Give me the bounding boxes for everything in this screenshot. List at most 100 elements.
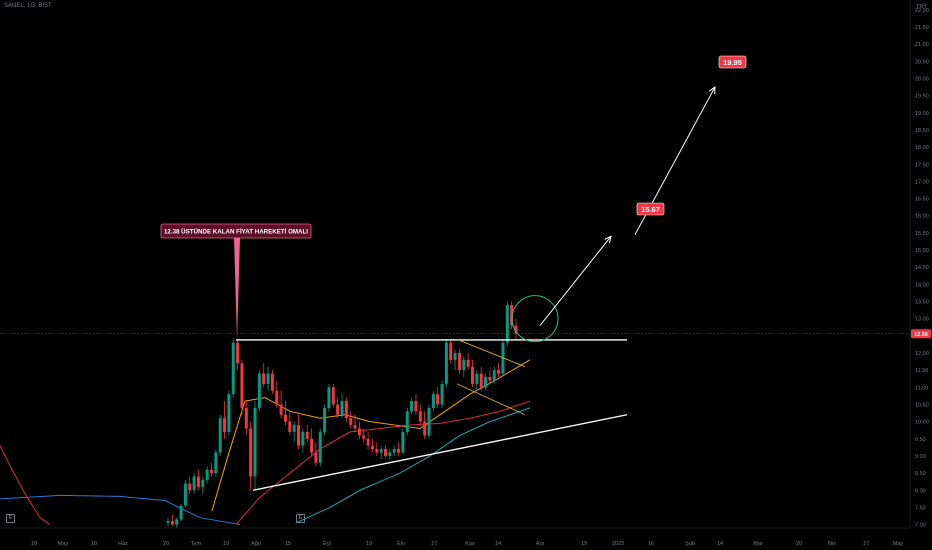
candle	[414, 394, 418, 415]
price-tick-label: 21.50	[915, 25, 929, 31]
events-marker-icon[interactable]: E	[6, 514, 15, 523]
candle-body	[418, 411, 422, 422]
price-tick-label: 19.50	[915, 94, 929, 100]
candle	[301, 428, 305, 453]
candle-body	[440, 383, 444, 405]
callout-text: 12.38 ÜSTÜNDE KALAN FİYAT HAREKETİ OMALI	[164, 229, 308, 236]
time-tick-label: May	[58, 541, 69, 547]
candle	[497, 363, 501, 378]
candle-body	[436, 394, 440, 405]
candle	[305, 425, 309, 443]
candle-body	[410, 401, 414, 412]
candle	[175, 517, 179, 528]
candle	[323, 404, 327, 436]
time-tick-label: 19	[581, 541, 587, 547]
price-axis: TRY 7.00 7.50 8.00 8.50 9.00 9.50 10.00 10.50 11.…	[909, 0, 929, 529]
candle	[392, 445, 396, 456]
time-tick-label: 18	[91, 541, 97, 547]
candle	[366, 431, 370, 450]
candle-body	[310, 438, 314, 453]
candle-body	[466, 359, 470, 367]
candle-body	[479, 373, 483, 388]
candle	[440, 380, 444, 408]
candle-body	[201, 479, 205, 487]
time-tick-label: 20	[796, 541, 802, 547]
time-tick-label: 17	[431, 541, 437, 547]
time-tick-label: Tem	[191, 541, 202, 547]
support-trendline	[252, 414, 628, 491]
candle	[236, 339, 240, 371]
candle-body	[297, 425, 300, 446]
candle	[318, 428, 322, 467]
candle	[475, 370, 479, 391]
candle	[479, 366, 483, 391]
candle-body	[431, 394, 435, 408]
candle-body	[196, 476, 200, 487]
target-label-box	[636, 202, 665, 216]
candle	[331, 383, 335, 408]
target-label-box	[718, 55, 747, 69]
candle	[510, 301, 514, 329]
candle-body	[384, 449, 387, 456]
candle	[505, 301, 509, 347]
candle	[449, 339, 453, 364]
price-tick-label: 21.00	[915, 42, 929, 48]
arrow-head	[709, 86, 716, 95]
candle-body	[327, 387, 331, 408]
candle-body	[475, 373, 479, 384]
chart-drawings	[0, 86, 910, 491]
candle-body	[218, 418, 222, 453]
time-tick-label: 15	[285, 541, 291, 547]
candle-body	[210, 469, 213, 474]
time-tick-label: 14	[495, 541, 501, 547]
candle-body	[240, 363, 244, 408]
time-tick-label: 17	[863, 541, 869, 547]
candle	[410, 397, 414, 415]
ma-teal-line	[295, 407, 531, 524]
candle-body	[344, 401, 348, 419]
price-tick-label: 8.50	[915, 471, 926, 477]
candle-body	[192, 476, 196, 491]
candle	[370, 438, 374, 453]
time-tick-label: 16	[648, 541, 654, 547]
candle-body	[505, 304, 509, 343]
candle	[492, 366, 496, 384]
price-tick-label: 7.00	[915, 523, 926, 529]
candle-body	[236, 342, 240, 364]
time-tick-label: 14	[717, 541, 723, 547]
price-tick-label: 15.00	[915, 248, 929, 254]
candle-body	[323, 407, 327, 432]
candle	[257, 370, 261, 412]
candle	[453, 349, 457, 371]
candle	[344, 397, 348, 422]
candlestick-series	[166, 301, 518, 528]
candle-body	[375, 449, 379, 453]
candle	[201, 476, 205, 494]
candle-body	[353, 425, 357, 429]
time-tick-label: Kas	[465, 541, 475, 547]
candle	[279, 390, 283, 419]
candle	[196, 469, 200, 491]
candle	[444, 339, 448, 388]
candle-body	[366, 438, 370, 446]
candle	[314, 442, 318, 467]
price-tick-label: 18.50	[915, 128, 929, 134]
candle	[223, 401, 227, 439]
candle	[188, 476, 192, 494]
target-label: 15.67	[641, 205, 660, 214]
candle	[249, 421, 253, 491]
candle-body	[301, 431, 305, 446]
candle-body	[357, 428, 361, 436]
candle	[397, 442, 401, 456]
price-tick-label: 14.00	[915, 282, 929, 288]
price-tick-label: 13.50	[915, 300, 929, 306]
candle	[362, 428, 366, 443]
breakout-circle	[511, 295, 559, 343]
ma-long-line	[0, 494, 241, 526]
candle-body	[453, 353, 457, 360]
time-axis: 18 May 18 Haz 20 Tem 19 Ağu 15 Eyl 19 Eki 17 Kas 14 Ara…	[0, 527, 910, 547]
candle-body	[279, 404, 283, 415]
moving-averages	[0, 359, 531, 526]
price-tick-label: 9.50	[915, 437, 926, 443]
